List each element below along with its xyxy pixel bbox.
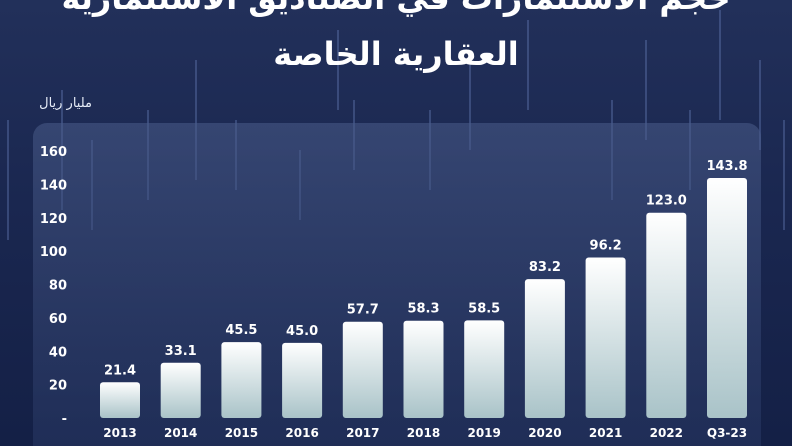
chart-title-line2: العقارية الخاصة xyxy=(273,35,519,73)
bar-value-label: 33.1 xyxy=(165,344,197,359)
y-tick-label: 40 xyxy=(49,345,67,360)
bar-value-label: 57.7 xyxy=(347,303,379,318)
bar-2019 xyxy=(464,320,505,418)
bar-2022 xyxy=(646,212,687,418)
chart-title-line1: حجم الاستثمارات في الصناديق الاستثمارية xyxy=(0,0,792,18)
y-tick-label: 100 xyxy=(40,245,67,260)
bar-value-label: 58.5 xyxy=(468,301,500,316)
y-tick-label: 140 xyxy=(40,178,67,193)
bar-2017 xyxy=(342,321,383,418)
bar-value-label: 96.2 xyxy=(590,238,622,253)
y-tick-label: 60 xyxy=(49,312,67,327)
bar-value-label: 123.0 xyxy=(646,194,687,209)
bar-value-label: 58.3 xyxy=(407,302,439,317)
y-tick-label: - xyxy=(62,412,67,427)
x-tick-label: 2016 xyxy=(285,426,318,440)
bar-2014 xyxy=(160,362,201,418)
y-tick-label: 80 xyxy=(49,279,67,294)
y-tick-label: 160 xyxy=(40,145,67,160)
x-tick-label: 2022 xyxy=(650,426,683,440)
x-tick-label: 2014 xyxy=(164,426,197,440)
x-tick-label: Q3-23 xyxy=(707,426,747,440)
x-tick-label: 2020 xyxy=(528,426,561,440)
bar-2018 xyxy=(403,320,444,418)
bar-value-label: 21.4 xyxy=(104,363,136,378)
chart-panel xyxy=(33,123,761,446)
bar-2013 xyxy=(100,382,140,418)
bar-2021 xyxy=(585,257,626,418)
x-tick-label: 2017 xyxy=(346,426,379,440)
x-tick-label: 2019 xyxy=(467,426,500,440)
bar-2015 xyxy=(221,342,262,418)
bar-value-label: 83.2 xyxy=(529,260,561,275)
unit-label: مليار ريال xyxy=(39,96,92,111)
bar-value-label: 45.0 xyxy=(286,324,318,339)
x-tick-label: 2018 xyxy=(407,426,440,440)
x-tick-label: 2015 xyxy=(225,426,258,440)
bar-Q3-23 xyxy=(707,178,747,418)
bar-2016 xyxy=(282,342,323,418)
x-tick-label: 2013 xyxy=(103,426,136,440)
bar-2020 xyxy=(524,279,565,418)
x-tick-label: 2021 xyxy=(589,426,622,440)
y-tick-label: 20 xyxy=(49,379,67,394)
bar-value-label: 45.5 xyxy=(225,323,257,338)
y-tick-label: 120 xyxy=(40,212,67,227)
bar-value-label: 143.8 xyxy=(706,159,747,174)
